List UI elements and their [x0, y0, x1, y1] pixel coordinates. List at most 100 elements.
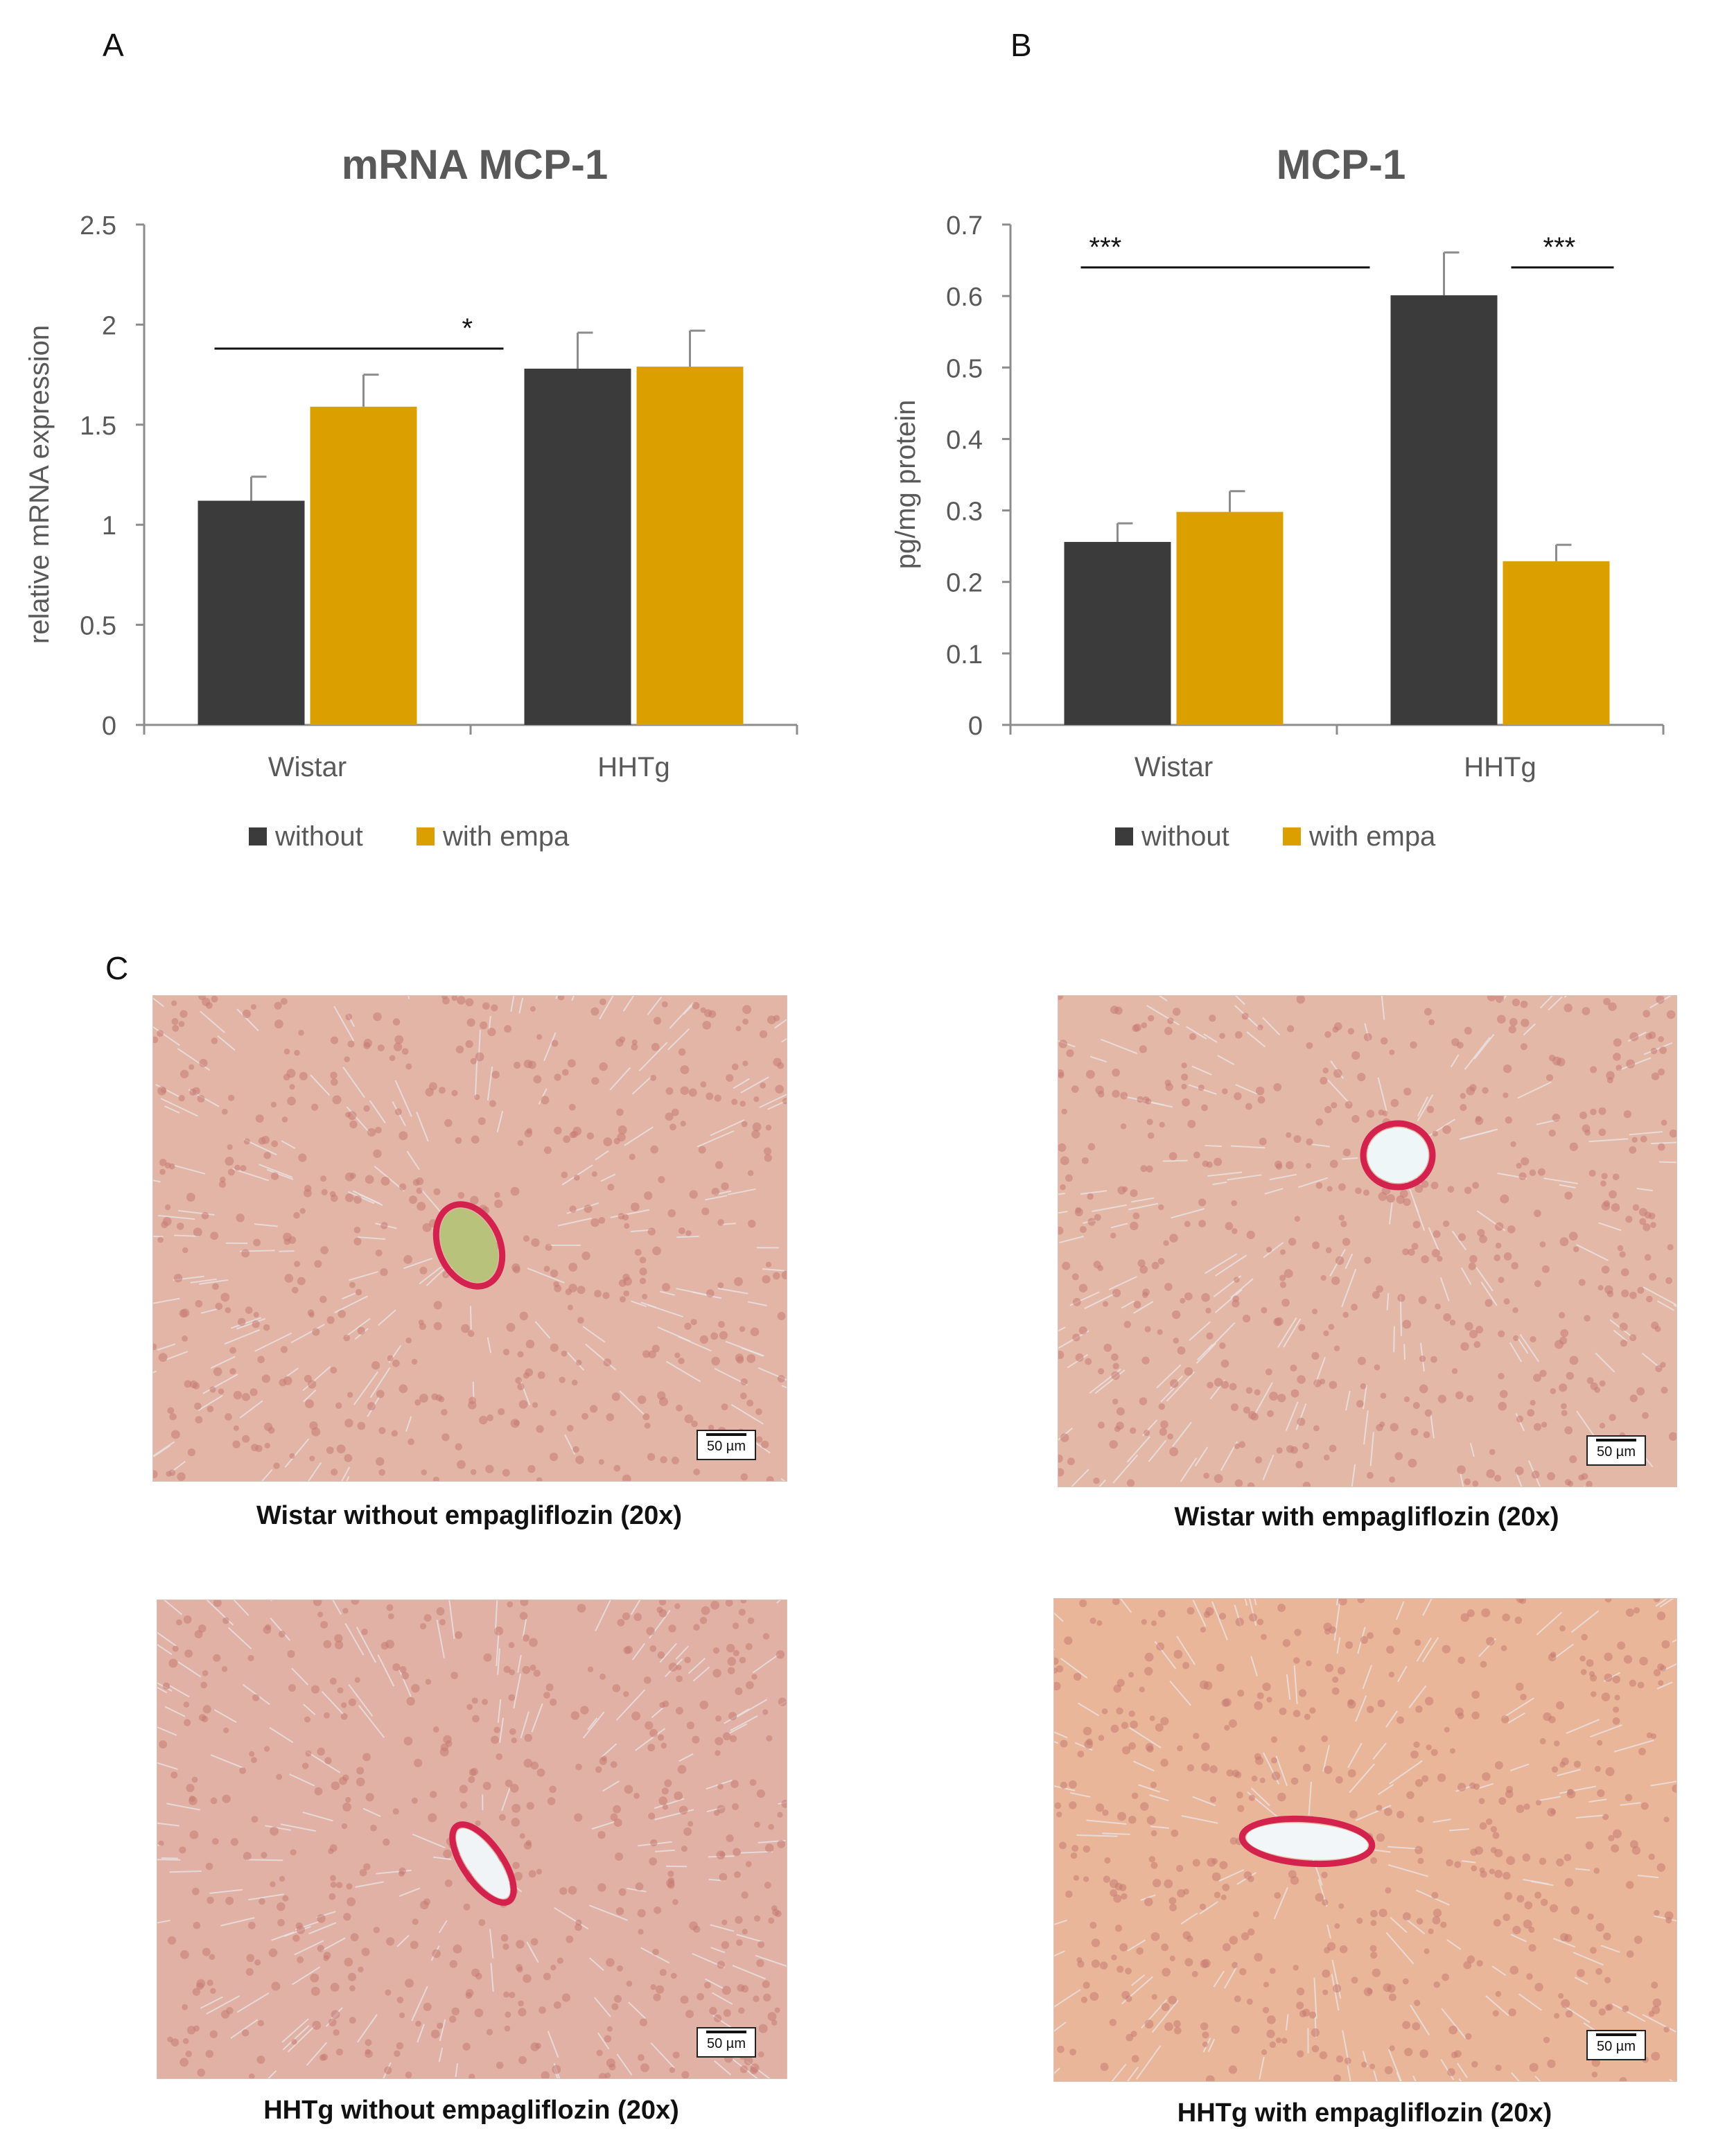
nucleus [522, 1634, 530, 1642]
nucleus [1449, 1748, 1455, 1754]
nucleus [441, 1409, 448, 1416]
nucleus [504, 2025, 511, 2032]
nucleus [1396, 1810, 1405, 1819]
nucleus [1431, 1891, 1439, 1899]
nucleus [1058, 1226, 1064, 1235]
nucleus [1498, 1330, 1505, 1338]
nucleus [1203, 1472, 1210, 1479]
sinusoid [762, 1268, 785, 1272]
sinusoid [1262, 1017, 1281, 1035]
nucleus [257, 2019, 264, 2026]
nucleus [755, 1436, 763, 1443]
sinusoid [1523, 1879, 1549, 1885]
nucleus [367, 1402, 376, 1411]
sinusoid [1181, 1815, 1218, 1824]
sinusoid [157, 1920, 170, 1924]
nucleus [403, 1254, 413, 1264]
nucleus [1376, 1833, 1385, 1842]
nucleus [712, 1647, 720, 1654]
nucleus [391, 1430, 398, 1437]
nucleus [323, 1640, 332, 1649]
nucleus [496, 1753, 503, 1760]
nucleus [167, 1407, 175, 1414]
nucleus [1403, 1198, 1411, 1207]
nucleus [1415, 1846, 1423, 1855]
sinusoid [1101, 1038, 1138, 1055]
nucleus [1243, 1406, 1251, 1414]
nucleus [1121, 1721, 1129, 1729]
sinusoid [1059, 1236, 1084, 1244]
nucleus [487, 1414, 493, 1421]
nucleus [431, 1393, 439, 1401]
nucleus [422, 1222, 432, 1232]
nucleus [509, 1669, 515, 1676]
nucleus [545, 1683, 554, 1692]
nucleus [566, 1425, 574, 1432]
nucleus [1219, 1342, 1226, 1349]
nucleus [1514, 1466, 1524, 1475]
nucleus [1465, 2033, 1472, 2040]
nucleus [765, 1261, 772, 1268]
nucleus [1357, 1072, 1366, 1082]
nucleus [1351, 1114, 1360, 1123]
nucleus [288, 1684, 296, 1692]
nucleus [357, 1421, 366, 1430]
nucleus [1512, 1307, 1518, 1313]
nucleus [331, 2010, 340, 2019]
nucleus [1418, 1295, 1427, 1304]
nucleus [597, 1831, 606, 1839]
nucleus [1066, 1049, 1074, 1058]
nucleus [1507, 1225, 1516, 1234]
sinusoid [1385, 1710, 1398, 1728]
nucleus [667, 1870, 674, 1877]
sinusoid [1464, 1037, 1491, 1070]
nucleus [1169, 1234, 1178, 1243]
nucleus [1603, 1200, 1611, 1207]
nucleus [361, 1629, 368, 1636]
nucleus [1559, 1237, 1569, 1247]
nucleus [630, 1202, 640, 1211]
nucleus [287, 1096, 296, 1106]
nucleus [1247, 1928, 1255, 1936]
nucleus [658, 1600, 667, 1606]
nucleus [1578, 1279, 1586, 1286]
sinusoid [1397, 1665, 1408, 1683]
nucleus [736, 1939, 743, 1946]
nucleus [532, 1402, 538, 1408]
sinusoid [676, 1235, 699, 1238]
nucleus [1150, 1861, 1158, 1869]
sinusoid [356, 2014, 378, 2043]
sinusoid [284, 1438, 310, 1468]
nucleus [455, 1631, 463, 1639]
nucleus [392, 1808, 399, 1815]
nucleus [568, 1886, 577, 1895]
sinusoid [1613, 1739, 1654, 1753]
sinusoid [348, 1684, 374, 1717]
sinusoid [615, 1689, 646, 1721]
nucleus [1646, 1295, 1653, 1303]
nucleus [535, 2042, 541, 2049]
nucleus [1584, 1315, 1591, 1322]
sinusoid [1189, 1321, 1211, 1341]
nucleus [739, 1656, 746, 1664]
sinusoid [1262, 1454, 1275, 1480]
nucleus [1657, 1143, 1665, 1151]
nucleus [618, 1213, 625, 1220]
nucleus [777, 1374, 785, 1383]
nucleus [1548, 1129, 1556, 1137]
nucleus [1492, 2010, 1499, 2017]
nucleus [661, 1001, 668, 1008]
sinusoid [616, 2053, 633, 2076]
nucleus [517, 1140, 524, 1146]
nucleus [1586, 1480, 1593, 1487]
nucleus [1073, 1672, 1082, 1681]
nucleus [1456, 1042, 1464, 1049]
nucleus [230, 1838, 238, 1846]
nucleus [1161, 2003, 1170, 2011]
nucleus [674, 1603, 681, 1609]
nucleus [1582, 1124, 1591, 1133]
sinusoid [1074, 1742, 1093, 1751]
nucleus [730, 1780, 739, 1789]
nucleus [678, 1358, 685, 1365]
nucleus [246, 1954, 254, 1963]
